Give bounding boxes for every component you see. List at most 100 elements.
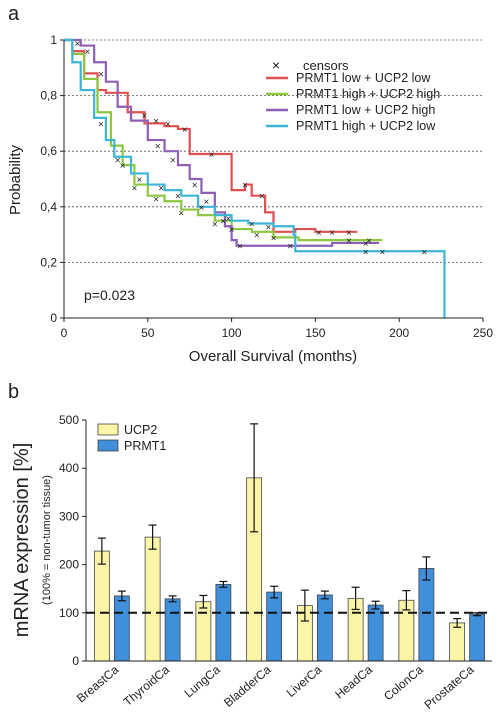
km-x-tick-label: 100: [222, 326, 242, 340]
km-censor-mark: ×: [225, 214, 231, 225]
bar-prmt1-prostateca: [469, 613, 486, 662]
km-curve-prmt1-high-ucp2-high: [64, 38, 383, 242]
bar-ucp2-thyroidca: [144, 536, 161, 662]
bar-y-tick-label: 200: [59, 558, 79, 572]
bar-prmt1-breastca: [113, 595, 130, 662]
bar-y-tick-label: 500: [59, 413, 79, 427]
km-censor-mark: ×: [212, 219, 218, 230]
km-censor-mark: ×: [153, 194, 159, 205]
km-y-tick-label: 0,6: [40, 144, 57, 158]
km-curves: [64, 38, 446, 318]
bar-y-axis-note: (100% = non-tumor tissue): [41, 475, 53, 605]
km-censor-mark: ×: [346, 228, 352, 239]
km-x-tick-label: 50: [141, 326, 155, 340]
km-censor-marks: ×× ×××××× × ×××××××× × × ×××××××××× × ××××××××× ×…: [74, 39, 427, 259]
km-censor-mark: ×: [259, 192, 265, 203]
bar-category-label: LiverCa: [284, 662, 325, 700]
bar-legend-label: UCP2: [124, 423, 157, 437]
bar-y-tick-label: 400: [59, 461, 79, 475]
panel-letter-a: a: [8, 3, 20, 25]
km-censor-mark: ×: [74, 39, 80, 50]
km-legend-censor-label: censors: [303, 58, 349, 73]
km-censor-mark: ×: [199, 203, 205, 214]
bar-prmt1-lungca: [215, 583, 232, 662]
km-y-tick-label: 0: [50, 311, 57, 325]
km-censor-mark: ×: [85, 47, 91, 58]
km-y-tick-label: 0,2: [40, 255, 57, 269]
km-censor-mark: ×: [366, 236, 372, 247]
km-censor-mark: ×: [220, 217, 226, 228]
km-censor-mark: ×: [192, 181, 198, 192]
bar-category-label: ProstateCa: [422, 662, 477, 712]
bar-category-label: BreastCa: [74, 662, 122, 705]
km-p-value: p=0.023: [84, 287, 135, 303]
km-y-tick-label: 0,4: [40, 200, 57, 214]
km-x-tick-label: 200: [389, 326, 409, 340]
km-censor-mark: ×: [153, 117, 159, 128]
km-censor-mark: ×: [182, 125, 188, 136]
bar-category-label: HeadCa: [332, 662, 375, 701]
bar-legend-swatch: [97, 439, 119, 452]
km-censor-mark: ×: [131, 183, 137, 194]
km-curve-prmt1-high-ucp2-low: [64, 38, 446, 318]
km-censor-mark: ×: [329, 228, 335, 239]
km-censor-mark: ×: [380, 247, 386, 258]
km-censor-mark: ×: [98, 119, 104, 130]
km-censor-mark: ×: [204, 197, 210, 208]
bar-y-axis-label: mRNA expression [%]: [11, 443, 33, 638]
km-censor-mark: ×: [170, 156, 176, 167]
km-censor-mark: ×: [316, 228, 322, 239]
bar-prmt1-liverca: [316, 594, 333, 662]
km-ticks: 0 0,2 0,4 0,6 0,8 1 0 50 100 150 200 250: [40, 33, 493, 340]
bar-legend-swatch: [97, 423, 119, 436]
km-censor-mark: ×: [115, 156, 121, 167]
km-censor-mark: ×: [209, 150, 215, 161]
km-censor-mark: ×: [421, 247, 427, 258]
km-x-tick-label: 150: [305, 326, 325, 340]
km-censor-mark: ×: [165, 119, 171, 130]
bar-category-label: ColonCa: [381, 662, 426, 703]
km-legend-label: PRMT1 low + UCP2 high: [296, 103, 435, 117]
bar-prmt1-bladderca: [266, 591, 283, 662]
km-legend-label: PRMT1 high + UCP2 low: [296, 119, 436, 133]
bar-prmt1-colonca: [418, 568, 435, 662]
bar-chart: 0 100 200 300 400 500 BreastCa ThyroidCa LungCa…: [11, 413, 492, 712]
km-y-axis-label: Probability: [7, 144, 24, 215]
km-censor-mark: ×: [254, 231, 260, 242]
km-legend-label: PRMT1 low + UCP2 low: [296, 71, 431, 85]
km-censor-mark: ×: [363, 247, 369, 258]
bar-y-tick-label: 100: [59, 606, 79, 620]
km-censor-mark: ×: [155, 142, 161, 153]
km-censor-mark: ×: [287, 242, 293, 253]
bar-error-bars: [97, 423, 482, 628]
km-censor-mark: ×: [120, 161, 126, 172]
km-censor-mark: ×: [237, 242, 243, 253]
km-y-tick-label: 0,8: [40, 89, 57, 103]
bar-ucp2-breastca: [93, 550, 110, 662]
km-x-tick-label: 0: [61, 326, 68, 340]
km-y-tick-label: 1: [50, 33, 57, 47]
km-censor-mark: ×: [136, 175, 142, 186]
bar-y-tick-label: 300: [59, 509, 79, 523]
km-censor-mark: ×: [175, 192, 181, 203]
bar-y-tick-label: 0: [72, 654, 79, 668]
km-censor-mark: ×: [158, 183, 164, 194]
bar-ucp2-prostateca: [449, 622, 466, 662]
bar-category-label: BladderCa: [221, 662, 274, 709]
bar-ticks: 0 100 200 300 400 500: [59, 413, 86, 668]
km-censor-mark: ×: [242, 181, 248, 192]
km-gridlines: [64, 39, 483, 263]
km-x-axis-label: Overall Survival (months): [189, 348, 357, 365]
bar-legend: UCP2 PRMT1: [97, 423, 166, 453]
km-legend: × censors PRMT1 low + UCP2 low PRMT1 high…: [266, 57, 440, 133]
km-censor-mark: ×: [249, 219, 255, 230]
km-censor-mark: ×: [142, 111, 148, 122]
km-censor-mark: ×: [98, 69, 104, 80]
km-censor-mark: ×: [266, 222, 272, 233]
bar-bars: [93, 477, 486, 662]
bar-legend-label: PRMT1: [124, 439, 166, 453]
km-curve-prmt1-low-ucp2-high: [64, 38, 380, 247]
km-legend-censor-mark: ×: [272, 57, 280, 73]
